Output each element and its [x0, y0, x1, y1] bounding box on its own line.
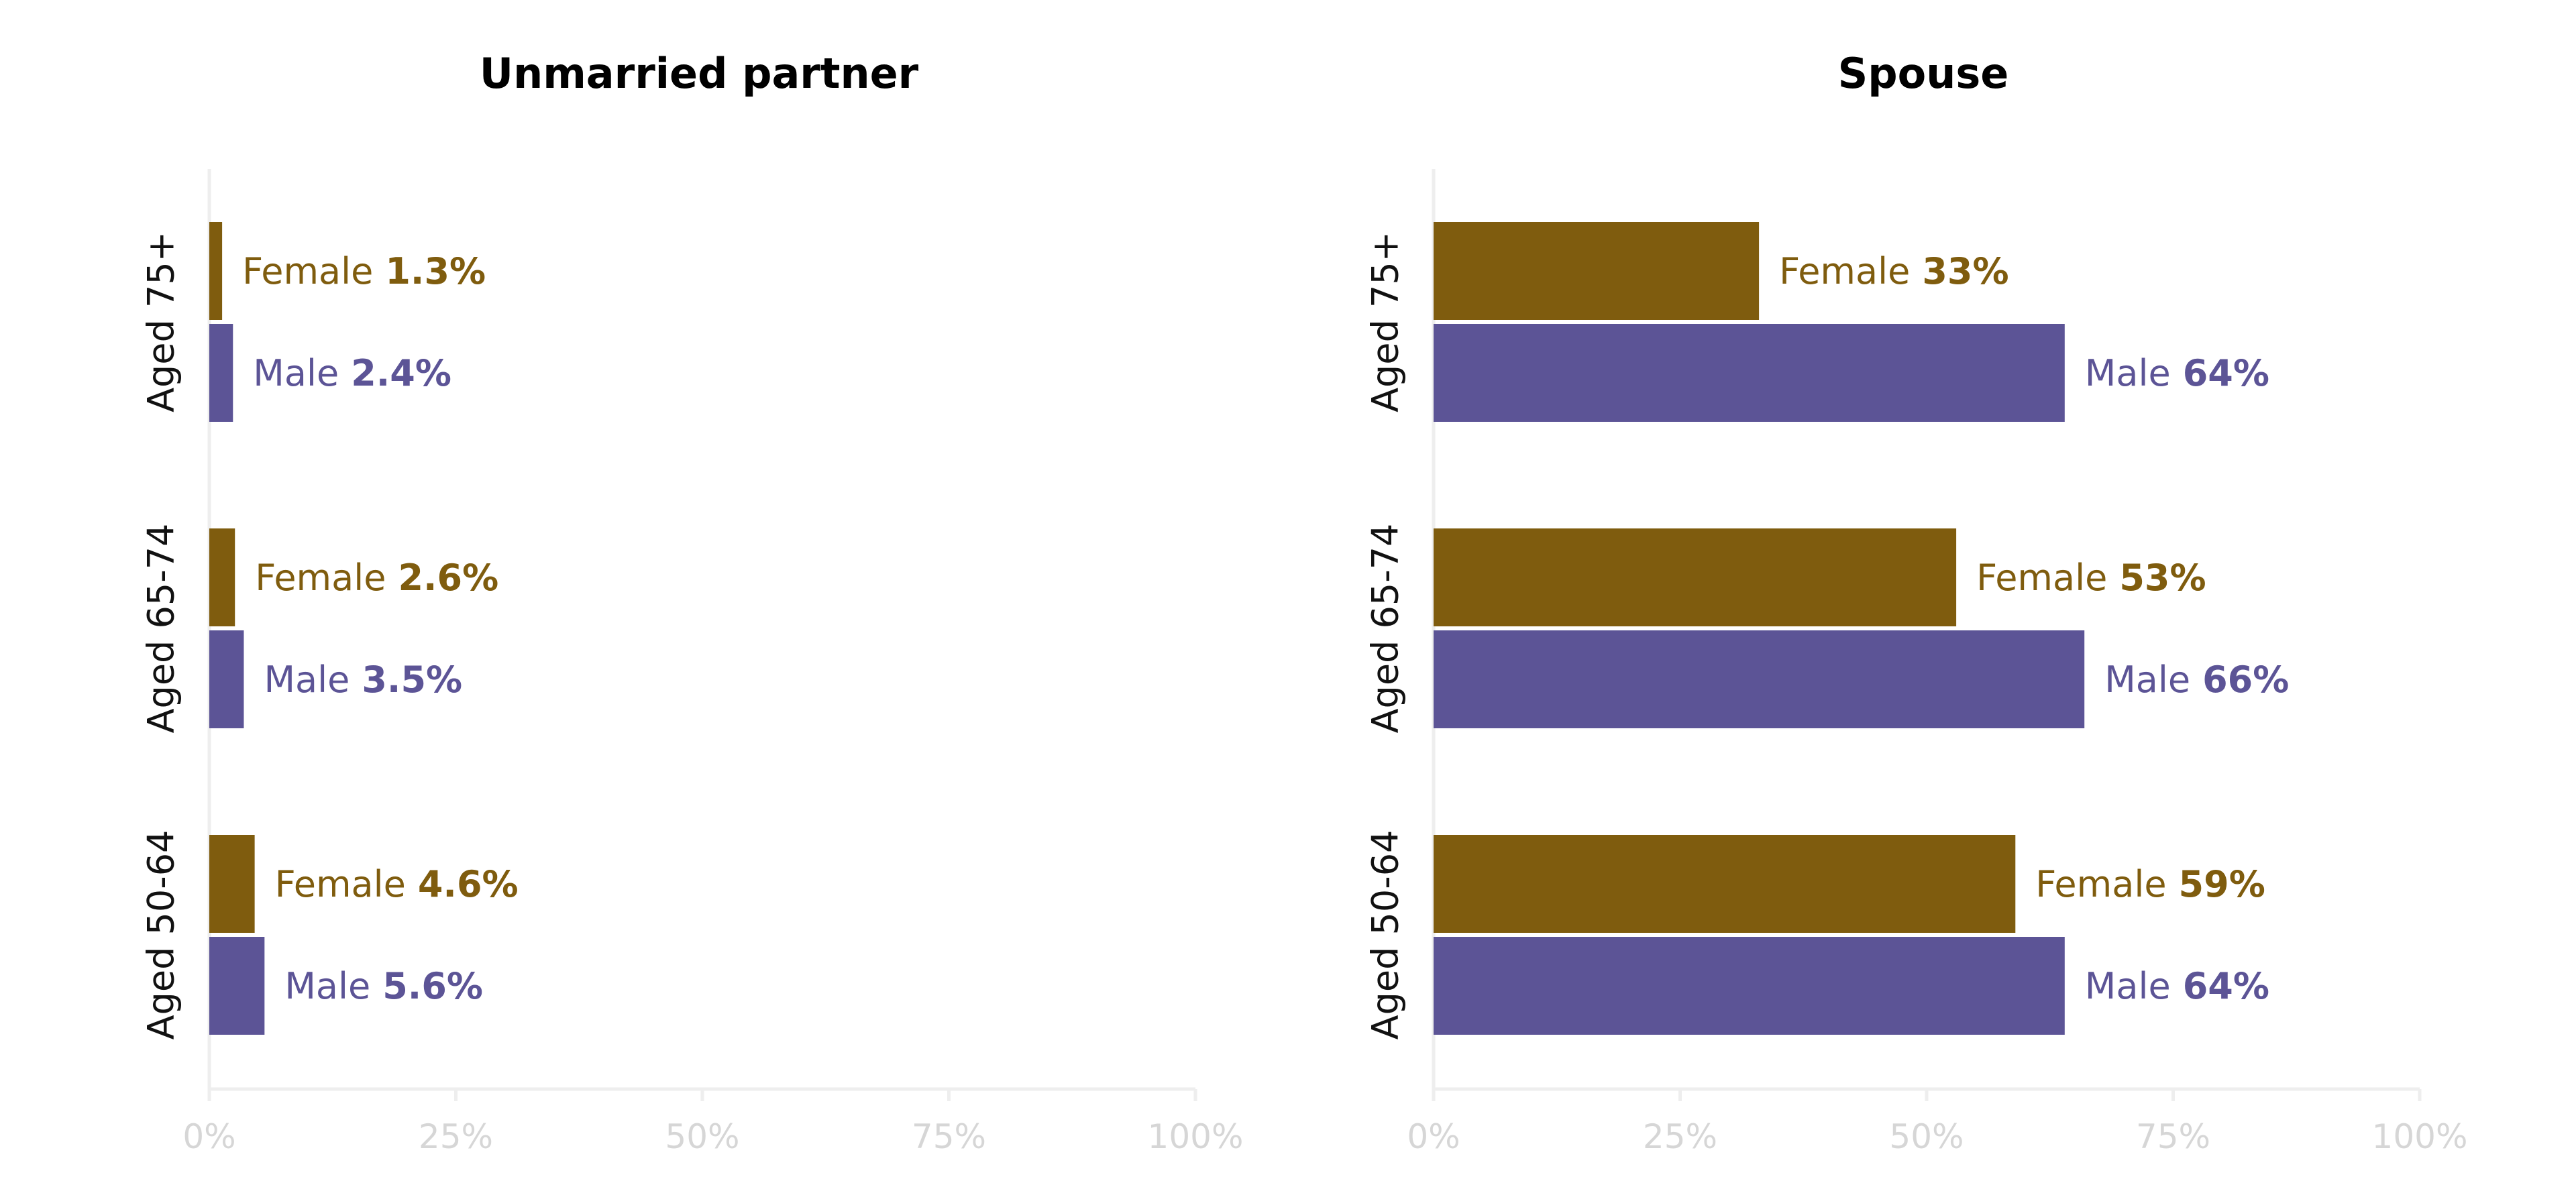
data-label-series-name: Female — [255, 557, 386, 599]
chart-title: Unmarried partner — [480, 49, 919, 98]
bar-female-aged-65-74 — [209, 528, 235, 626]
bar-male-aged-75 — [1434, 324, 2065, 422]
data-label-female-aged-75: Female 1.3% — [242, 250, 486, 292]
data-label-female-aged-50-64: Female 59% — [2035, 863, 2265, 905]
bar-female-aged-50-64 — [1434, 835, 2016, 933]
data-label-male-aged-50-64: Male 5.6% — [284, 965, 483, 1007]
data-label-value: 2.6% — [398, 557, 498, 599]
data-label-series-name: Male — [2085, 965, 2171, 1007]
data-label-series-name: Female — [2035, 863, 2166, 905]
x-tick-label: 50% — [1889, 1117, 1964, 1156]
data-label-male-aged-75: Male 2.4% — [253, 352, 451, 394]
bar-female-aged-75 — [1434, 222, 1760, 320]
category-label: Aged 50-64 — [1364, 830, 1407, 1040]
data-label-value: 4.6% — [418, 863, 519, 905]
bar-male-aged-75 — [209, 324, 233, 422]
data-label-series-name: Female — [1976, 557, 2107, 599]
x-tick-label: 0% — [1407, 1117, 1460, 1156]
data-label-value: 5.6% — [382, 965, 483, 1007]
category-label: Aged 65-74 — [140, 524, 182, 734]
category-label: Aged 50-64 — [140, 830, 182, 1040]
data-label-female-aged-75: Female 33% — [1779, 250, 2009, 292]
data-label-series-name: Female — [242, 250, 373, 292]
data-label-value: 3.5% — [362, 659, 462, 701]
x-tick-label: 75% — [2136, 1117, 2210, 1156]
data-label-series-name: Male — [2104, 659, 2190, 701]
x-tick-label: 25% — [419, 1117, 493, 1156]
category-label: Aged 75+ — [1364, 231, 1407, 412]
x-tick-label: 75% — [912, 1117, 986, 1156]
chart-panel-spouse: Spouse 0% 25% 50% 75% 100% Aged 75+ Female 33% Ma… — [1364, 49, 2468, 1156]
data-label-male-aged-75: Male 64% — [2085, 352, 2269, 394]
data-label-value: 33% — [1922, 250, 2008, 292]
data-label-series-name: Male — [2085, 352, 2171, 394]
data-label-male-aged-65-74: Male 66% — [2104, 659, 2289, 701]
bar-male-aged-65-74 — [209, 630, 244, 728]
chart-title: Spouse — [1838, 49, 2009, 98]
data-label-female-aged-65-74: Female 53% — [1976, 557, 2206, 599]
data-label-value: 66% — [2202, 659, 2289, 701]
data-label-series-name: Male — [253, 352, 339, 394]
bar-male-aged-65-74 — [1434, 630, 2085, 728]
data-label-series-name: Male — [264, 659, 350, 701]
chart-panel-unmarried-partner: Unmarried partner 0% 25% 50% 75% 100% Aged 75+… — [140, 49, 1244, 1156]
data-label-female-aged-50-64: Female 4.6% — [275, 863, 519, 905]
category-label: Aged 65-74 — [1364, 524, 1407, 734]
bar-male-aged-50-64 — [1434, 937, 2065, 1035]
bar-female-aged-50-64 — [209, 835, 255, 933]
data-label-series-name: Female — [1779, 250, 1910, 292]
bar-female-aged-65-74 — [1434, 528, 1957, 626]
data-label-series-name: Female — [275, 863, 406, 905]
data-label-value: 59% — [2179, 863, 2265, 905]
data-label-value: 64% — [2183, 965, 2269, 1007]
x-tick-label: 100% — [2372, 1117, 2468, 1156]
data-label-female-aged-65-74: Female 2.6% — [255, 557, 498, 599]
data-label-series-name: Male — [284, 965, 370, 1007]
x-tick-label: 50% — [665, 1117, 739, 1156]
x-tick-label: 100% — [1148, 1117, 1244, 1156]
bar-male-aged-50-64 — [209, 937, 265, 1035]
data-label-male-aged-65-74: Male 3.5% — [264, 659, 462, 701]
data-label-value: 2.4% — [351, 352, 451, 394]
data-label-value: 64% — [2183, 352, 2269, 394]
x-tick-label: 0% — [182, 1117, 235, 1156]
category-label: Aged 75+ — [140, 231, 182, 412]
data-label-value: 53% — [2119, 557, 2206, 599]
data-label-male-aged-50-64: Male 64% — [2085, 965, 2269, 1007]
data-label-value: 1.3% — [385, 250, 486, 292]
bar-female-aged-75 — [209, 222, 223, 320]
x-tick-label: 25% — [1643, 1117, 1717, 1156]
